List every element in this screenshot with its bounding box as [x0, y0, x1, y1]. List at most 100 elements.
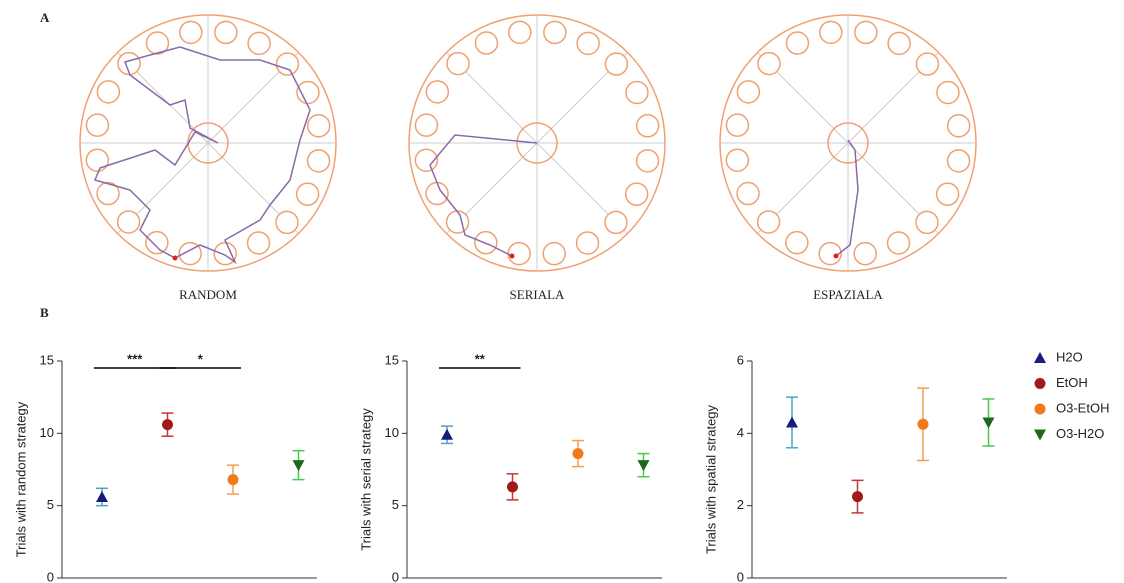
arm-hole — [544, 21, 566, 43]
y-axis-label: Trials with serial strategy — [358, 408, 373, 551]
marker — [573, 448, 584, 459]
mazes — [80, 15, 976, 271]
significance-label: ** — [475, 351, 486, 366]
arm-hole — [276, 53, 298, 75]
y-tick-label: 5 — [47, 497, 54, 512]
arm-hole — [916, 211, 938, 233]
arm-hole — [737, 183, 759, 205]
marker — [638, 460, 650, 471]
arm-hole — [819, 243, 841, 265]
legend-label: O3-EtOH — [1056, 400, 1109, 415]
arm-hole — [426, 183, 448, 205]
y-tick-label: 0 — [47, 569, 54, 583]
y-tick-label: 4 — [737, 425, 744, 440]
arm-hole — [888, 32, 910, 54]
arm-hole — [447, 211, 469, 233]
arm-hole — [308, 150, 330, 172]
arm-hole — [726, 114, 748, 136]
panel-label: A — [40, 10, 50, 25]
arm-hole — [86, 149, 108, 171]
arm-hole — [637, 115, 659, 137]
arm-hole — [626, 81, 648, 103]
maze-caption: ESPAZIALA — [813, 287, 883, 302]
arm-hole — [248, 32, 270, 54]
end-point — [510, 254, 515, 259]
arm-hole — [737, 81, 759, 103]
arm-hole — [888, 232, 910, 254]
legend-label: EtOH — [1056, 375, 1088, 390]
arm-hole — [248, 232, 270, 254]
y-axis-label: Trials with spatial strategy — [703, 404, 718, 554]
arm-hole — [726, 149, 748, 171]
arm-hole — [297, 183, 319, 205]
arm-hole — [605, 211, 627, 233]
arm-hole — [758, 53, 780, 75]
arm-hole — [180, 21, 202, 43]
end-point — [834, 254, 839, 259]
arm-hole — [475, 32, 497, 54]
arm-hole — [786, 32, 808, 54]
marker — [1035, 404, 1046, 415]
y-tick-label: 10 — [385, 425, 399, 440]
arm-hole — [577, 232, 599, 254]
y-axis-label: Trials with random strategy — [13, 401, 28, 557]
arm-hole — [215, 21, 237, 43]
arm-hole — [415, 114, 437, 136]
marker — [293, 460, 305, 471]
arm-hole — [297, 81, 319, 103]
arm-hole — [758, 211, 780, 233]
marker — [1034, 430, 1046, 441]
marker — [228, 474, 239, 485]
figure: A B RANDOM SERIALA ESPAZIALA 0 5 10 15 Trials w… — [0, 0, 1124, 583]
panel-label: B — [40, 305, 49, 320]
arm-hole — [855, 21, 877, 43]
arm-hole — [426, 81, 448, 103]
arm-hole — [86, 114, 108, 136]
maze-caption: RANDOM — [179, 287, 237, 302]
marker — [441, 429, 453, 440]
y-tick-label: 0 — [737, 569, 744, 583]
marker — [786, 416, 798, 427]
swim-path — [836, 140, 858, 256]
arm-hole — [146, 232, 168, 254]
arm-hole — [447, 53, 469, 75]
maze-caption: SERIALA — [510, 287, 566, 302]
y-tick-label: 0 — [392, 569, 399, 583]
significance-label: *** — [127, 351, 143, 366]
arm-hole — [637, 150, 659, 172]
arm-hole — [948, 150, 970, 172]
arm-hole — [626, 183, 648, 205]
arm-hole — [786, 232, 808, 254]
arm-hole — [543, 243, 565, 265]
marker — [96, 491, 108, 502]
marker — [1035, 378, 1046, 389]
y-tick-label: 6 — [737, 352, 744, 367]
legend-label: H2O — [1056, 349, 1083, 364]
y-tick-label: 2 — [737, 497, 744, 512]
arm-hole — [605, 53, 627, 75]
arm-hole — [916, 53, 938, 75]
arm-hole — [948, 115, 970, 137]
arm-hole — [937, 183, 959, 205]
marker — [507, 481, 518, 492]
arm-hole — [854, 243, 876, 265]
marker — [162, 419, 173, 430]
end-point — [173, 256, 178, 261]
arm-hole — [937, 81, 959, 103]
marker — [918, 419, 929, 430]
arm-hole — [118, 211, 140, 233]
marker — [1034, 352, 1046, 363]
arm-hole — [308, 115, 330, 137]
legend-label: O3-H2O — [1056, 426, 1104, 441]
y-tick-label: 15 — [40, 352, 54, 367]
arm-hole — [97, 81, 119, 103]
marker — [852, 491, 863, 502]
marker — [983, 417, 995, 428]
arm-hole — [276, 211, 298, 233]
arm-hole — [577, 32, 599, 54]
y-tick-label: 15 — [385, 352, 399, 367]
arm-hole — [509, 21, 531, 43]
y-tick-label: 10 — [40, 425, 54, 440]
y-tick-label: 5 — [392, 497, 399, 512]
arm-hole — [820, 21, 842, 43]
